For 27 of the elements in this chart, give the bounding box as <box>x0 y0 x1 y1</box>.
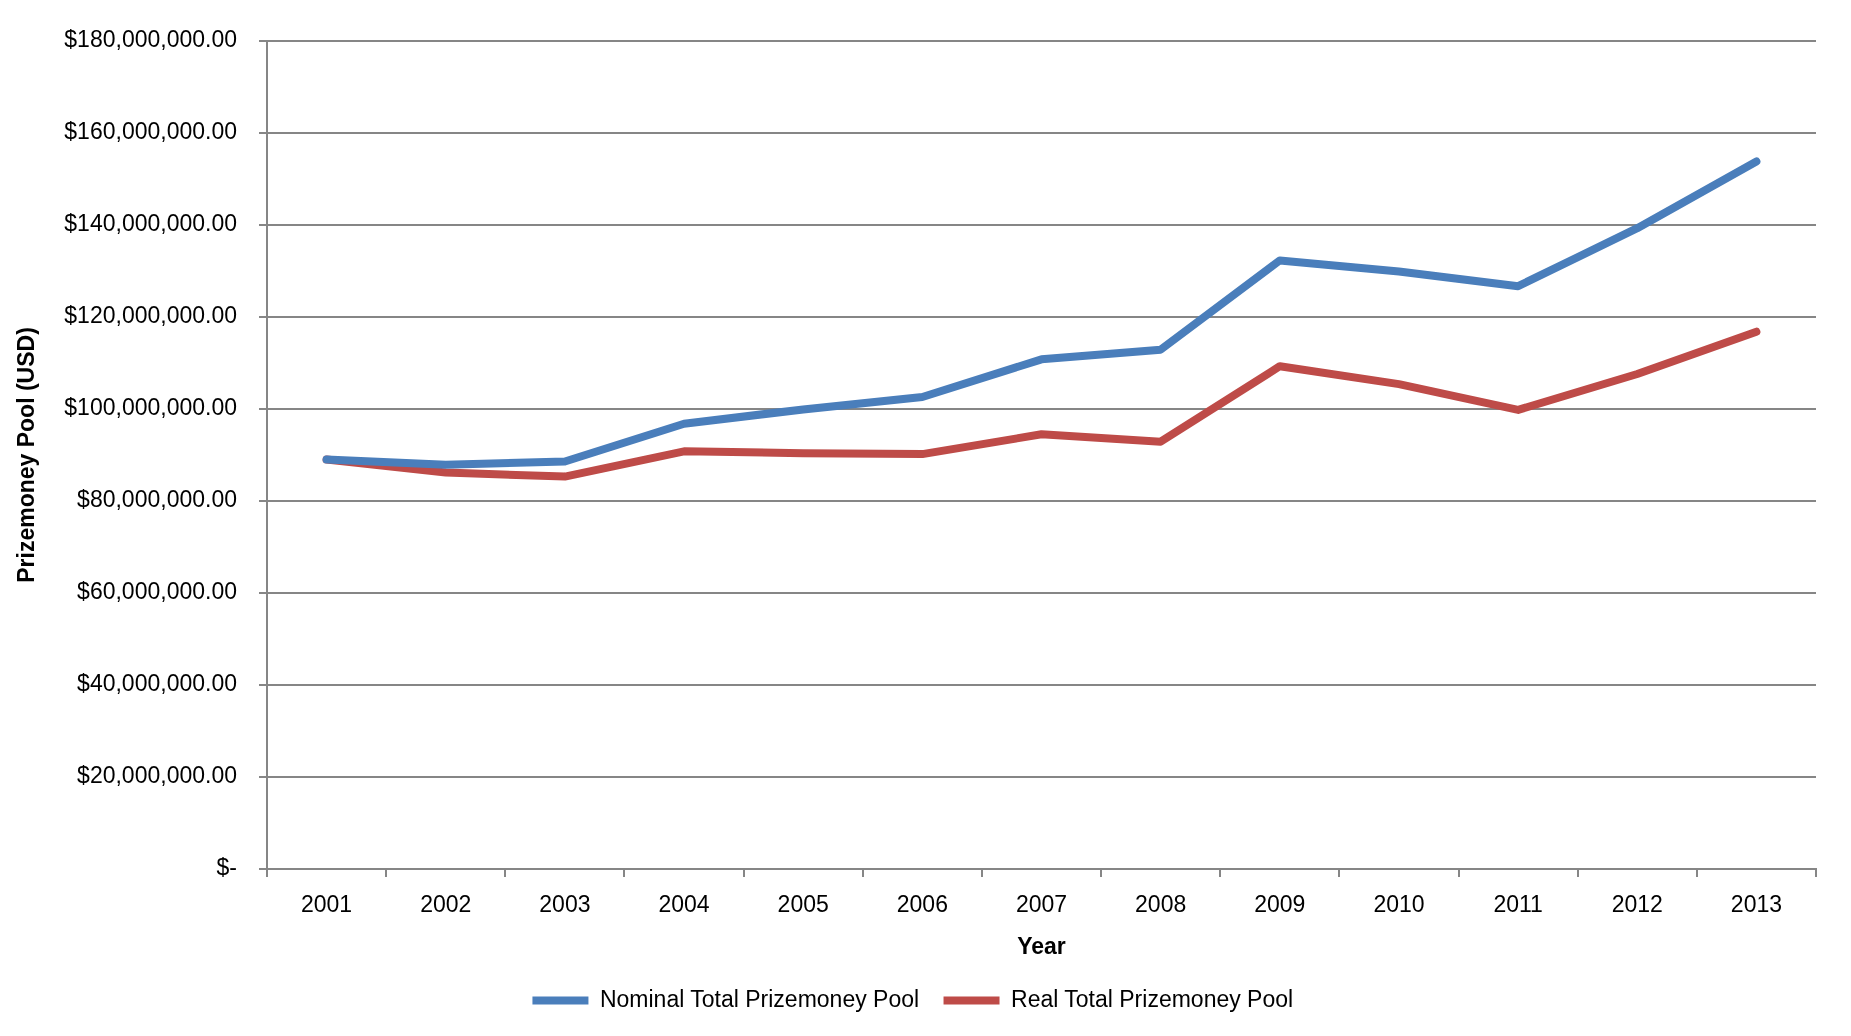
legend-label: Real Total Prizemoney Pool <box>1011 985 1294 1012</box>
x-tick-label: 2001 <box>300 891 353 918</box>
x-tick-label: 2009 <box>1254 891 1306 918</box>
x-tick-label: 2007 <box>1015 891 1068 918</box>
y-tick-label: $40,000,000.00 <box>77 670 237 697</box>
x-tick-label: 2005 <box>777 891 829 918</box>
x-axis-title: Year <box>1017 932 1066 959</box>
x-tick-label: 2008 <box>1135 891 1187 918</box>
y-tick-label: $120,000,000.00 <box>64 302 237 329</box>
legend-label: Nominal Total Prizemoney Pool <box>599 985 920 1012</box>
x-tick-label: 2006 <box>896 891 948 918</box>
x-tick-label: 2013 <box>1730 891 1783 918</box>
y-tick-label: $- <box>216 854 237 881</box>
y-tick-label: $60,000,000.00 <box>77 578 237 605</box>
x-tick-label: 2003 <box>539 891 591 918</box>
x-tick-label: 2004 <box>658 891 710 918</box>
y-axis-title: Prizemoney Pool (USD) <box>13 327 40 583</box>
y-tick-label: $180,000,000.00 <box>64 26 237 53</box>
x-tick-label: 2011 <box>1493 891 1543 918</box>
x-tick-label: 2012 <box>1611 891 1663 918</box>
y-tick-label: $80,000,000.00 <box>77 486 237 513</box>
x-tick-label: 2010 <box>1373 891 1425 918</box>
y-tick-label: $140,000,000.00 <box>64 210 237 237</box>
y-tick-label: $100,000,000.00 <box>64 394 237 421</box>
x-tick-label: 2002 <box>420 891 472 918</box>
y-tick-label: $20,000,000.00 <box>77 762 237 789</box>
y-tick-label: $160,000,000.00 <box>64 118 237 145</box>
